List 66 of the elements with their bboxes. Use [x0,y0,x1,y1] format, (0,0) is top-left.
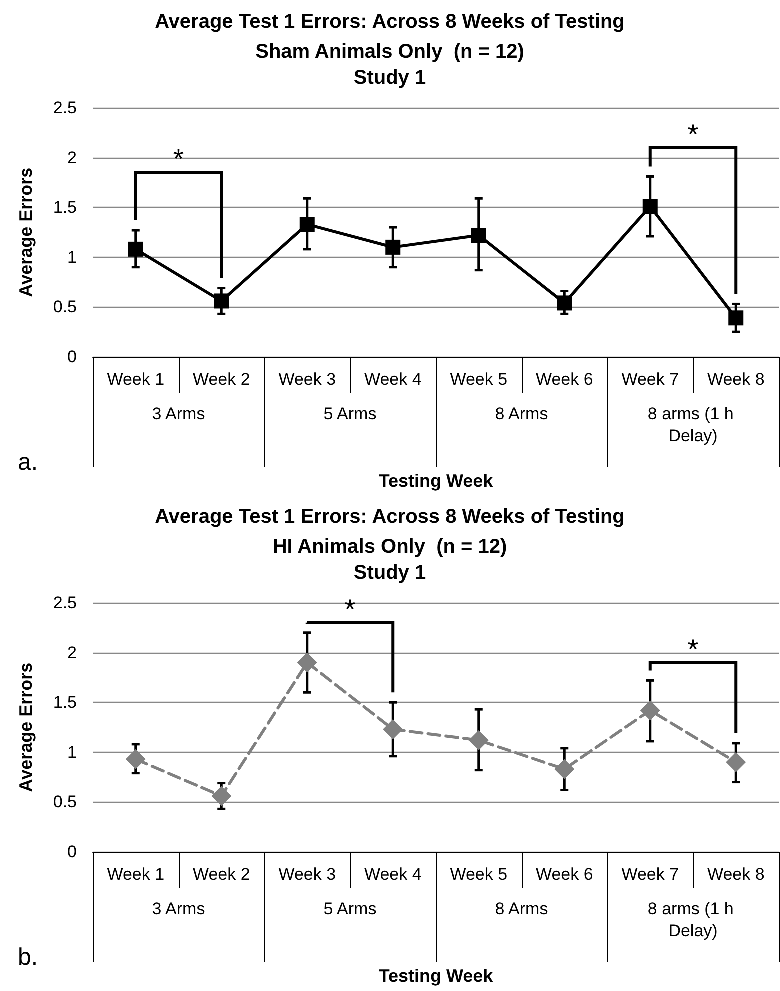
point [471,228,486,243]
x-tick-label: Week 8 [707,865,765,884]
point [214,294,230,309]
point [554,759,575,780]
point [640,700,660,721]
point [212,786,232,806]
point [300,217,315,232]
x-tick-label: Week 4 [364,370,422,389]
text: 8 arms (1 h Delay) [648,900,739,940]
text: 5 Arms [324,404,377,424]
annotation: * [173,144,184,175]
annotation: * [344,594,356,625]
x-tick-label: Week 4 [364,865,422,884]
x-axis-title: Testing Week [378,471,494,491]
annotation: * [688,634,699,665]
text: 8 arms (1 h Delay) [648,404,739,446]
point [468,730,489,750]
point [726,752,746,772]
y-tick-label: 1.5 [53,198,77,218]
x-tick-label: Week 8 [707,370,765,389]
point [642,199,658,214]
x-tick-label: Week 7 [622,865,680,884]
y-tick-label: 1 [68,742,77,762]
x-tick-label: Week 1 [107,865,165,884]
point [383,719,404,740]
x-tick-label: Week 3 [278,370,336,389]
y-tick-label: 1.5 [53,693,77,712]
point [386,240,401,255]
y-tick-label: 0.5 [53,792,77,812]
y-tick-label: 0 [68,348,77,366]
text: 5 Arms [324,900,377,918]
chart-title: Average Test 1 Errors: Across 8 Weeks of Testing [155,506,625,528]
y-tick-label: 0 [68,842,77,862]
point [557,296,572,311]
text: b. [18,944,38,971]
x-tick-label: Week 3 [278,865,336,884]
text: a. [18,449,38,476]
text: 8 Arms [495,404,548,424]
y-tick-label: 2.5 [53,98,77,118]
y-tick-label: 2 [68,643,77,662]
x-tick-label: Week 2 [192,865,250,884]
chart-subtitle: HI Animals Only (n = 12) Study 1 [272,536,508,584]
x-tick-label: Week 5 [450,865,508,884]
chart-title: Average Test 1 Errors: Across 8 Weeks of Testing [155,11,625,33]
chart-subtitle: Sham Animals Only (n = 12) Study 1 [256,41,524,89]
y-tick-label: 2 [68,148,77,168]
point [728,310,744,326]
x-tick-label: Week 5 [450,370,508,389]
y-tick-label: 2.5 [53,594,77,612]
y-axis-title: Average Errors [16,168,36,298]
y-tick-label: 1 [68,248,77,267]
x-tick-label: Week 1 [107,370,165,389]
point [297,652,318,673]
annotation: * [688,118,699,150]
x-tick-label: Week 2 [192,370,250,389]
point [128,242,144,257]
text: 3 Arms [152,404,206,424]
x-tick-label: Week 7 [622,370,680,389]
x-tick-label: Week 6 [536,865,594,884]
x-tick-label: Week 6 [536,370,594,389]
point [126,749,146,770]
text: 3 Arms [152,900,206,918]
x-axis-title: Testing Week [378,966,494,986]
y-tick-label: 0.5 [53,298,77,317]
y-axis-title: Average Errors [16,662,36,792]
text: 8 Arms [495,900,548,918]
